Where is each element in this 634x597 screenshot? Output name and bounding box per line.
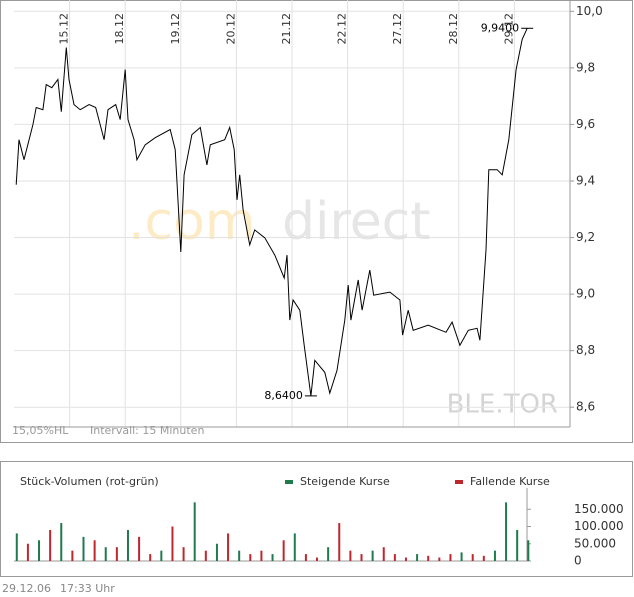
volume-bar	[382, 547, 385, 561]
volume-bar	[49, 529, 52, 561]
footer-time: 17:33 Uhr	[60, 582, 115, 595]
x-tick-label: 22.12	[336, 13, 349, 45]
panel-title: Stück-Volumen (rot-grün)	[20, 475, 159, 488]
watermark: .com	[128, 192, 256, 252]
volume-bar	[371, 550, 374, 561]
annotation-label: 8,6400	[264, 389, 303, 402]
watermark: direct	[282, 192, 431, 252]
y-tick-label: 9,4	[576, 173, 595, 187]
y-tick-label: 9,0	[576, 287, 595, 301]
y-tick-label: 0	[574, 554, 582, 568]
volume-bar	[338, 523, 341, 561]
volume-bar	[238, 550, 241, 561]
volume-bar	[471, 554, 474, 561]
volume-bar	[15, 533, 18, 561]
symbol: BLE.TOR	[447, 390, 558, 420]
volume-bar	[271, 554, 274, 561]
x-tick-label: 21.12	[280, 13, 293, 45]
volume-bar	[126, 529, 129, 561]
y-tick-label: 9,6	[576, 117, 595, 131]
y-tick-label: 50.000	[574, 536, 616, 550]
volume-bar	[171, 526, 174, 561]
volume-bar	[282, 540, 285, 561]
y-tick-label: 9,8	[576, 60, 595, 74]
y-tick-label: 10,0	[576, 4, 603, 18]
y-tick-label: 150.000	[574, 502, 624, 516]
footnote: Intervall: 15 Minuten	[90, 424, 204, 437]
volume-bar	[249, 554, 252, 561]
volume-bar	[316, 557, 319, 561]
volume-bar	[360, 554, 363, 561]
x-tick-label: 28.12	[447, 13, 460, 45]
volume-bar	[215, 543, 218, 561]
volume-bar	[304, 554, 307, 561]
legend-swatch	[285, 480, 293, 484]
volume-bar	[104, 547, 107, 561]
volume-bar	[38, 540, 41, 561]
volume-bar	[193, 502, 196, 561]
volume-bar	[160, 550, 163, 561]
volume-bar	[460, 552, 463, 561]
volume-bar	[82, 536, 85, 561]
volume-bar	[493, 550, 496, 561]
annotation-label: 9,9400	[481, 21, 520, 34]
volume-bar	[482, 555, 485, 561]
x-tick-label: 20.12	[224, 13, 237, 45]
volume-bar	[138, 536, 141, 561]
volume-bar	[115, 547, 118, 561]
volume-bar	[26, 543, 29, 561]
y-tick-label: 8,8	[576, 343, 595, 357]
volume-bar	[327, 547, 330, 561]
volume-bar	[60, 523, 63, 561]
x-tick-label: 29.12	[502, 13, 515, 45]
x-tick-label: 15.12	[58, 13, 71, 45]
volume-bar	[149, 554, 152, 561]
volume-bar	[427, 555, 430, 561]
volume-bar	[505, 502, 508, 561]
volume-bar	[71, 550, 74, 561]
volume-bar	[182, 547, 185, 561]
legend-label: Steigende Kurse	[300, 475, 390, 488]
volume-bar	[293, 533, 296, 561]
volume-bar	[404, 557, 407, 561]
x-tick-label: 18.12	[113, 13, 126, 45]
legend-swatch	[455, 480, 463, 484]
price-line	[15, 28, 528, 396]
footer-date: 29.12.06	[2, 582, 51, 595]
footnote: 15,05%HL	[12, 424, 69, 437]
volume-bar	[438, 557, 441, 561]
volume-bar	[349, 550, 352, 561]
volume-bar	[416, 554, 419, 561]
volume-bar	[393, 554, 396, 561]
y-tick-label: 9,2	[576, 230, 595, 244]
x-tick-label: 19.12	[169, 13, 182, 45]
y-tick-label: 8,6	[576, 400, 595, 414]
volume-bar	[93, 540, 96, 561]
volume-bar	[260, 550, 263, 561]
volume-bar	[227, 533, 230, 561]
volume-bar	[527, 540, 530, 561]
volume-bar	[449, 554, 452, 561]
price-panel	[0, 0, 633, 443]
x-tick-label: 27.12	[391, 13, 404, 45]
y-tick-label: 100.000	[574, 519, 624, 533]
volume-bar	[204, 550, 207, 561]
volume-bar	[516, 529, 519, 561]
legend-label: Fallende Kurse	[470, 475, 550, 488]
